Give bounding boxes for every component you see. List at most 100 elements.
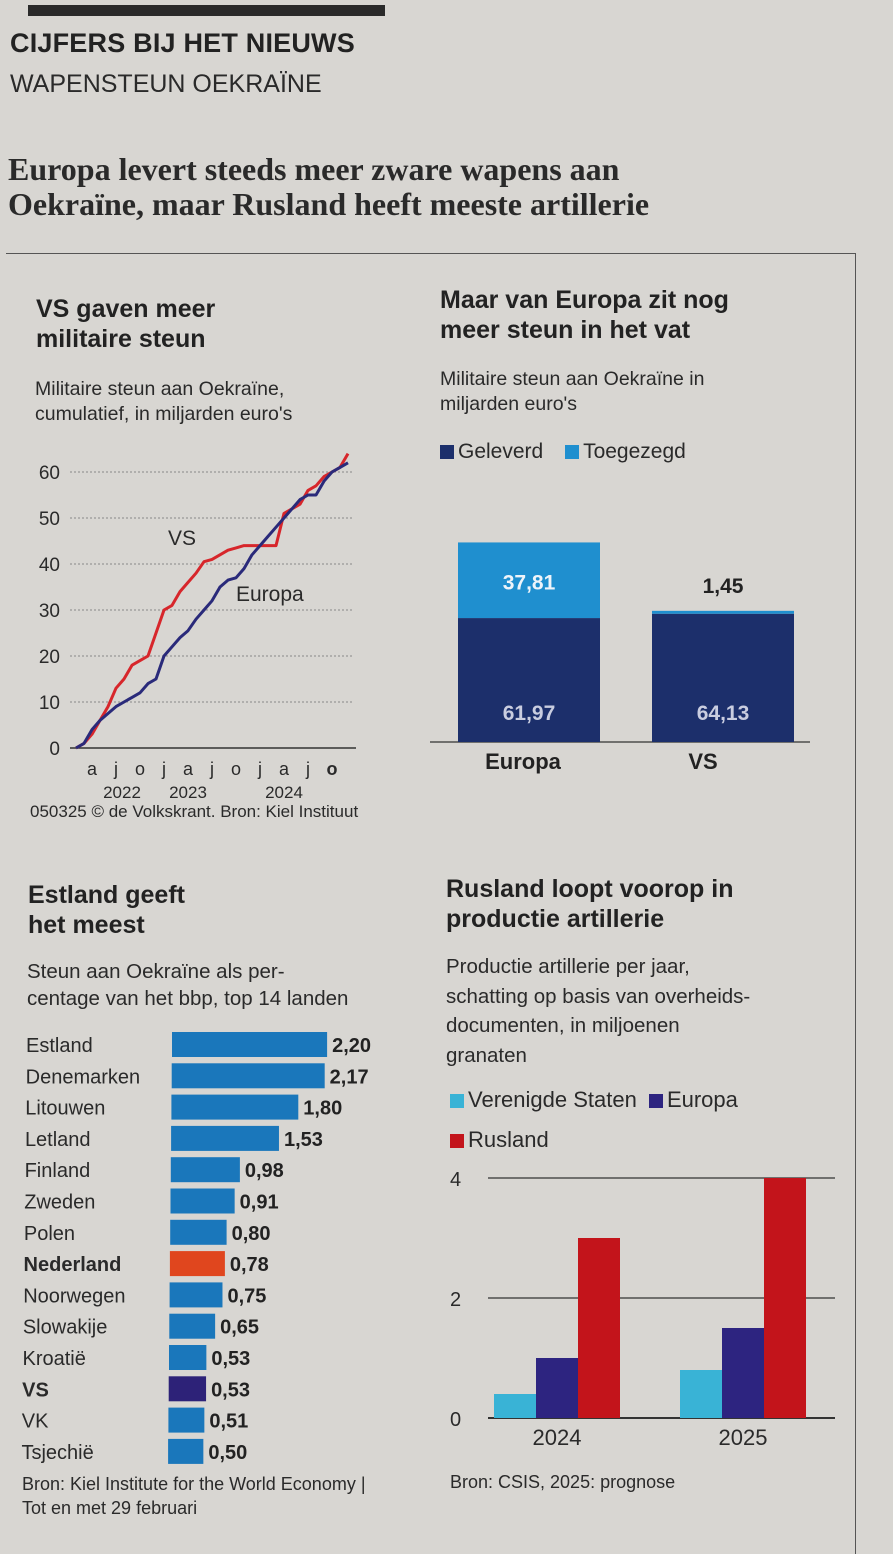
series-line-europa (75, 461, 349, 750)
bar-segment-toegezegd (652, 610, 794, 614)
x-year-label: 2022 (103, 783, 141, 802)
series-label-europa: Europa (236, 583, 304, 606)
value-label: 0,98 (245, 1160, 284, 1182)
bar-europa (722, 1328, 764, 1418)
artillery-bar-chart: 0 2 4 2024 2025 (450, 1169, 835, 1450)
p4-subtitle-line: documenten, in miljoenen (446, 1014, 680, 1037)
x-tick-label: a (87, 759, 98, 779)
p2-legend: Geleverd Toegezegd (440, 440, 686, 464)
legend-label: Geleverd (458, 440, 544, 463)
p2-title-line: Maar van Europa zit nog (440, 286, 729, 314)
subject: WAPENSTEUN OEKRAÏNE (10, 70, 322, 98)
country-label: Estland (26, 1035, 93, 1057)
p3-source-line: Tot en met 29 februari (22, 1498, 198, 1518)
country-label: Noorwegen (23, 1285, 125, 1307)
legend-label: Rusland (468, 1127, 549, 1152)
p2-title: Maar van Europa zit nog meer steun in he… (440, 285, 729, 345)
p4-subtitle-line: Productie artillerie per jaar, (446, 955, 690, 978)
bar (171, 1063, 325, 1089)
bar-segment-toegezegd (458, 542, 600, 619)
series-label-vs: VS (168, 527, 196, 550)
y-tick-label: 0 (450, 1409, 461, 1431)
y-tick-label: 0 (49, 739, 60, 760)
p1-credit: 050325 © de Volkskrant. Bron: Kiel Insti… (30, 802, 359, 821)
p4-subtitle-line: granaten (446, 1043, 527, 1067)
p1-title: VS gaven meer militaire steun (36, 294, 215, 354)
bar-europa (536, 1358, 578, 1418)
x-tick-label: o (327, 759, 338, 779)
p4-title: Rusland loopt voorop in productie artill… (446, 874, 733, 934)
data-label: 1,45 (703, 575, 744, 598)
legend-label: Europa (666, 1087, 738, 1112)
value-label: 0,78 (230, 1254, 269, 1276)
category-label: 2025 (719, 1425, 768, 1450)
country-label: Slowakije (23, 1317, 107, 1339)
value-label: 0,51 (209, 1411, 248, 1433)
bar (169, 1282, 223, 1308)
bar-verenigde-staten (680, 1370, 722, 1418)
legend-swatch-vs (450, 1094, 464, 1108)
y-tick-label: 50 (39, 509, 60, 530)
p4-title-line: productie artillerie (446, 905, 665, 933)
value-label: 0,75 (227, 1285, 266, 1307)
bar (168, 1407, 205, 1433)
value-label: 0,53 (211, 1379, 250, 1401)
bar-verenigde-staten (494, 1394, 536, 1418)
x-tick-label: j (305, 759, 310, 779)
p3-source: Bron: Kiel Institute for the World Econo… (22, 1472, 366, 1520)
p4-subtitle-line: schatting op basis van overheids- (446, 984, 751, 1008)
stacked-bar-chart: 61,97 37,81 Europa 64,13 1,45 VS (430, 542, 810, 774)
data-label: 64,13 (697, 702, 750, 725)
value-label: 0,65 (220, 1317, 259, 1339)
category-label: Europa (485, 749, 562, 774)
p3-title-line: het meest (28, 911, 145, 939)
y-tick-label: 30 (39, 601, 60, 622)
p2-subtitle: Militaire steun aan Oekraïne in miljarde… (440, 367, 704, 417)
x-tick-label: a (183, 759, 194, 779)
bar (169, 1345, 207, 1370)
country-label: Litouwen (25, 1098, 105, 1120)
category-label: VS (688, 749, 717, 774)
value-label: 0,53 (211, 1348, 250, 1370)
bar (168, 1438, 204, 1464)
bar-segment-geleverd (458, 618, 600, 742)
y-tick-label: 2 (450, 1289, 461, 1311)
x-tick-label: a (279, 759, 290, 779)
x-tick-label: j (209, 759, 214, 779)
category-label: 2024 (533, 1425, 582, 1450)
p4-source: Bron: CSIS, 2025: prognose (450, 1472, 676, 1492)
country-label: Kroatië (23, 1348, 86, 1370)
legend-swatch-toegezegd (565, 445, 580, 459)
country-label: Finland (25, 1160, 91, 1182)
y-tick-label: 60 (39, 463, 60, 484)
p2-subtitle-line: miljarden euro's (440, 393, 578, 415)
bar (171, 1094, 299, 1120)
data-label: 61,97 (503, 702, 556, 725)
bar-rusland (764, 1178, 806, 1418)
section-bar (28, 5, 385, 16)
headline-line-1: Europa levert steeds meer zware wapens a… (8, 151, 620, 187)
legend-row: Verenigde Staten Europa (450, 1080, 738, 1120)
y-tick-label: 20 (39, 647, 60, 668)
p3-subtitle-line: Steun aan Oekraïne als per- (27, 960, 285, 983)
p3-subtitle-line: centage van het bbp, top 14 landen (27, 987, 349, 1010)
value-label: 2,20 (332, 1035, 371, 1057)
p3-subtitle: Steun aan Oekraïne als per- centage van … (27, 958, 348, 1012)
country-label: Nederland (24, 1254, 122, 1276)
p1-title-line: militaire steun (36, 325, 206, 353)
bar-segment-geleverd (652, 613, 794, 742)
country-label: Tsjechië (21, 1442, 93, 1464)
p2-subtitle-line: Militaire steun aan Oekraïne in (440, 368, 705, 390)
bar (169, 1313, 216, 1339)
legend-swatch-europa (648, 1094, 663, 1108)
p4-legend: Verenigde Staten Europa Rusland (450, 1080, 738, 1160)
y-tick-label: 40 (39, 555, 60, 576)
bar (172, 1032, 328, 1057)
headline-line-2: Oekraïne, maar Rusland heeft meeste arti… (8, 186, 650, 222)
x-tick-label: j (161, 759, 166, 779)
x-tick-label: j (113, 759, 118, 779)
p4-subtitle: Productie artillerie per jaar, schatting… (446, 952, 750, 1070)
value-label: 1,53 (284, 1129, 323, 1151)
p3-title: Estland geeft het meest (28, 880, 185, 940)
